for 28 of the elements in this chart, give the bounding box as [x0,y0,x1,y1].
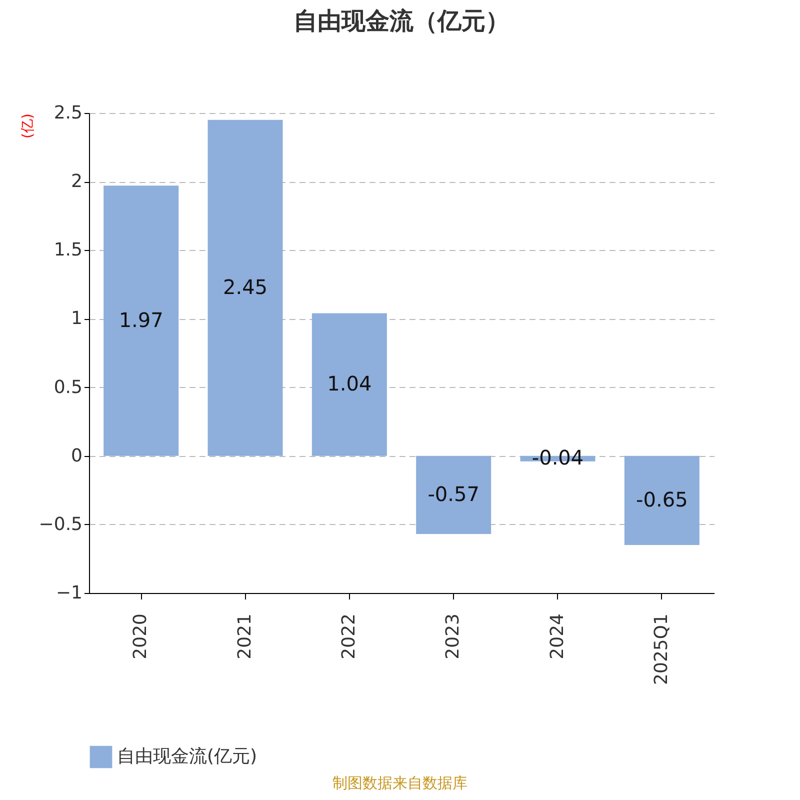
data-label: 1.04 [327,372,372,396]
x-tick-label: 2020 [130,614,152,660]
x-tick-label: 2021 [234,614,256,660]
y-tick-label: 2 [71,171,82,192]
x-tick-label: 2022 [338,614,360,660]
data-label: -0.57 [428,482,480,506]
bar [416,456,492,534]
data-label: 2.45 [222,274,268,299]
y-tick-label: 2.5 [54,102,82,124]
data-label: 1.97 [118,308,164,332]
y-tick-label: 0 [71,445,82,466]
bar [104,186,179,456]
x-tick-label: 2023 [442,614,464,660]
legend-label: 自由现金流(亿元) [117,746,258,767]
bar [312,313,387,456]
y-tick-label: −0.5 [38,514,82,535]
chart-title: 自由现金流（亿元） [294,7,510,35]
text: 制图数据来自数据库 [332,774,468,793]
y-tick-label: 0.5 [54,376,82,398]
y-tick-label: −1 [56,582,82,604]
y-tick-label: 1 [71,308,82,330]
x-tick-label: 2024 [546,614,568,660]
x-tick-label: 2025Q1 [650,614,672,685]
bar [208,120,283,456]
bar [624,456,700,545]
data-label: -0.65 [636,487,688,512]
y-tick-label: 1.5 [54,240,82,261]
y-axis-title: (亿) [20,114,36,138]
